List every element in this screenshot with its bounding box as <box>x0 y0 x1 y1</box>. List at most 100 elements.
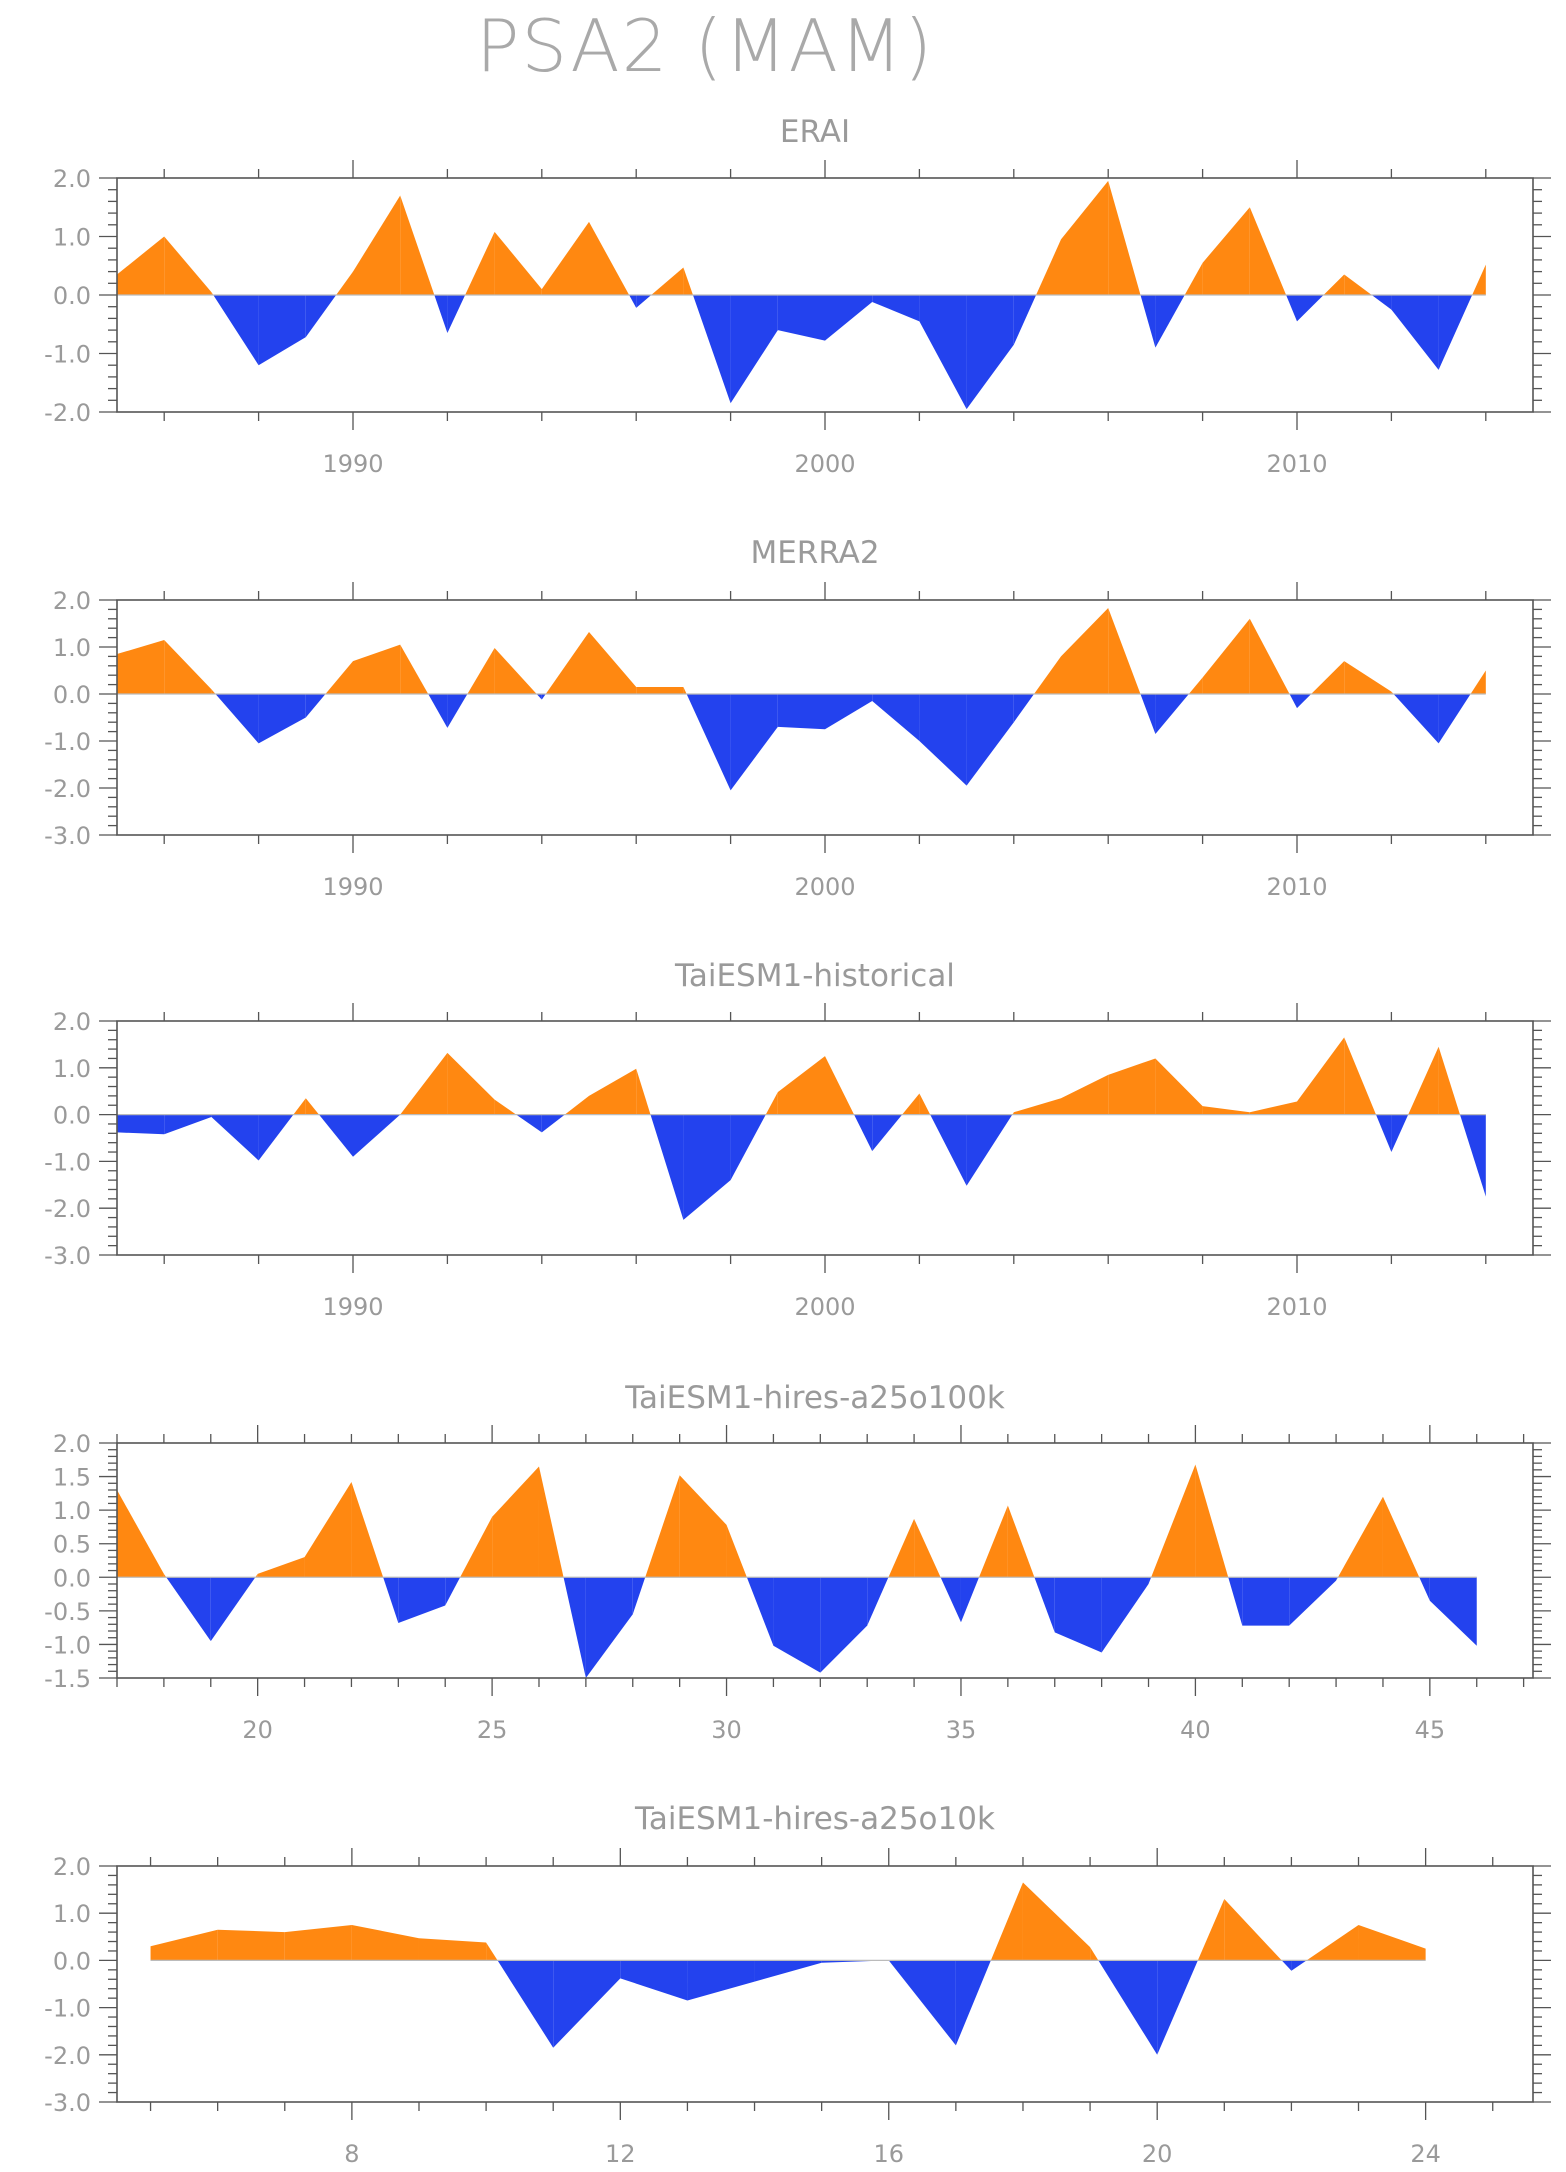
area-segment <box>888 1518 915 1578</box>
area-segment <box>400 1052 448 1115</box>
area-segment <box>1297 1037 1345 1115</box>
x-tick-label: 20 <box>1142 2140 1173 2168</box>
area-segment <box>589 1068 637 1115</box>
x-tick-label: 2000 <box>794 450 855 478</box>
y-tick-label: 2.0 <box>53 1430 91 1458</box>
area-segment <box>1459 1114 1486 1197</box>
area-segment <box>166 1577 211 1642</box>
area-segment <box>1358 1925 1426 1961</box>
area-segment <box>447 694 468 728</box>
area-segment <box>1228 1577 1243 1626</box>
y-tick-label: 1.0 <box>53 1900 91 1928</box>
area-segment <box>1202 1106 1250 1115</box>
area-segment <box>353 1114 401 1157</box>
y-tick-label: 0.0 <box>53 1564 91 1592</box>
area-segment <box>825 295 873 341</box>
area-segment <box>955 1960 991 2046</box>
area-segment <box>351 1481 384 1578</box>
y-tick-label: -2.0 <box>44 2042 91 2070</box>
area-segment <box>746 1577 774 1646</box>
chart-panel-5: TaiESM1-hires-a25o10k -3.0 -2.0 -1.0 0.0 1.0 2… <box>44 1801 1551 2168</box>
x-tick-label: 2000 <box>794 1293 855 1321</box>
area-segment <box>1155 694 1189 734</box>
area-segment <box>1108 607 1141 694</box>
area-segment <box>1429 1577 1477 1646</box>
area-segment <box>754 1960 822 1982</box>
chart-panel-3: TaiESM1-historical -3.0 -2.0 -1.0 0.0 1.0 2.0 1… <box>44 958 1551 1321</box>
y-tick-label: 0.0 <box>53 282 91 310</box>
area-segment <box>1197 1899 1225 1961</box>
area-segment <box>692 295 731 404</box>
area-segment <box>336 271 353 295</box>
area-segment <box>730 694 778 791</box>
area-segment <box>960 1577 980 1623</box>
area-segment <box>163 1573 167 1578</box>
area-segment <box>211 1114 259 1161</box>
area-segment <box>325 661 353 694</box>
x-tick-label: 2010 <box>1266 873 1327 901</box>
x-tick-label: 35 <box>946 1716 977 1744</box>
area-segment <box>284 1925 352 1961</box>
area-segment <box>353 195 401 295</box>
area-segment <box>428 694 448 728</box>
y-tick-label: -1.0 <box>44 1148 91 1176</box>
area-segment <box>536 694 542 700</box>
y-tick-label: -1.0 <box>44 1631 91 1659</box>
y-tick-label: 1.0 <box>53 224 91 252</box>
area-segment <box>632 1577 646 1615</box>
x-tick-label: 25 <box>477 1716 508 1744</box>
area-segment <box>1155 1058 1203 1115</box>
area-segment <box>585 1577 633 1678</box>
x-tick-label: 2010 <box>1266 1293 1327 1321</box>
area-segment <box>447 295 466 334</box>
area-segment <box>210 1577 256 1642</box>
area-segment <box>629 295 637 308</box>
y-tick-label: -1.0 <box>44 341 91 369</box>
area-segment <box>215 694 259 744</box>
area-segment <box>1242 1577 1290 1626</box>
y-tick-label: -2.0 <box>44 1195 91 1223</box>
area-segment <box>494 231 542 295</box>
area-segment <box>563 1577 586 1678</box>
area-segment <box>1224 1899 1282 1961</box>
area-segment <box>486 1942 498 1961</box>
y-tick-label: -1.5 <box>44 1665 91 1693</box>
x-tick-label: 20 <box>242 1716 273 1744</box>
chart-panel-4: TaiESM1-hires-a25o100k -1.5 -1.0 -0.5 0.0 0.5… <box>44 1380 1551 1744</box>
area-segment <box>258 295 306 366</box>
x-tick-label: 40 <box>1180 1716 1211 1744</box>
area-segment <box>1101 1577 1149 1653</box>
area-segment <box>1202 618 1250 694</box>
area-segment <box>1034 1577 1055 1633</box>
area-segment <box>164 236 212 295</box>
area-segment <box>854 1114 873 1152</box>
area-segment <box>687 1960 755 2001</box>
area-segment <box>730 1114 766 1181</box>
area-segment <box>650 1114 684 1220</box>
area-segment <box>1344 661 1392 694</box>
y-tick-label: 2.0 <box>53 1008 91 1036</box>
plot-frame <box>116 1442 1534 1679</box>
area-segment <box>255 1573 258 1578</box>
area-segment <box>1289 1577 1337 1626</box>
y-tick-label: 0.5 <box>53 1531 91 1559</box>
area-segment <box>117 1114 165 1135</box>
area-segment <box>1140 694 1156 734</box>
x-tick-label: 24 <box>1410 2140 1441 2168</box>
area-segment <box>1140 295 1156 348</box>
area-segment <box>1472 264 1486 295</box>
area-segment <box>117 1490 164 1578</box>
area-segment <box>940 1577 961 1623</box>
area-segment <box>1311 661 1345 694</box>
area-segment <box>383 1577 399 1623</box>
area-segment <box>825 694 873 730</box>
chart-panel-1: ERAI -2.0 -1.0 0.0 1.0 2.0 1990 2000 2010 <box>44 114 1551 478</box>
area-segment <box>726 1524 747 1578</box>
area-segment <box>1013 694 1035 723</box>
y-tick-label: 0.0 <box>53 1947 91 1975</box>
area-segment <box>683 267 693 295</box>
area-segment <box>919 295 967 410</box>
area-segment <box>902 1093 920 1115</box>
x-tick-label: 45 <box>1415 1716 1446 1744</box>
